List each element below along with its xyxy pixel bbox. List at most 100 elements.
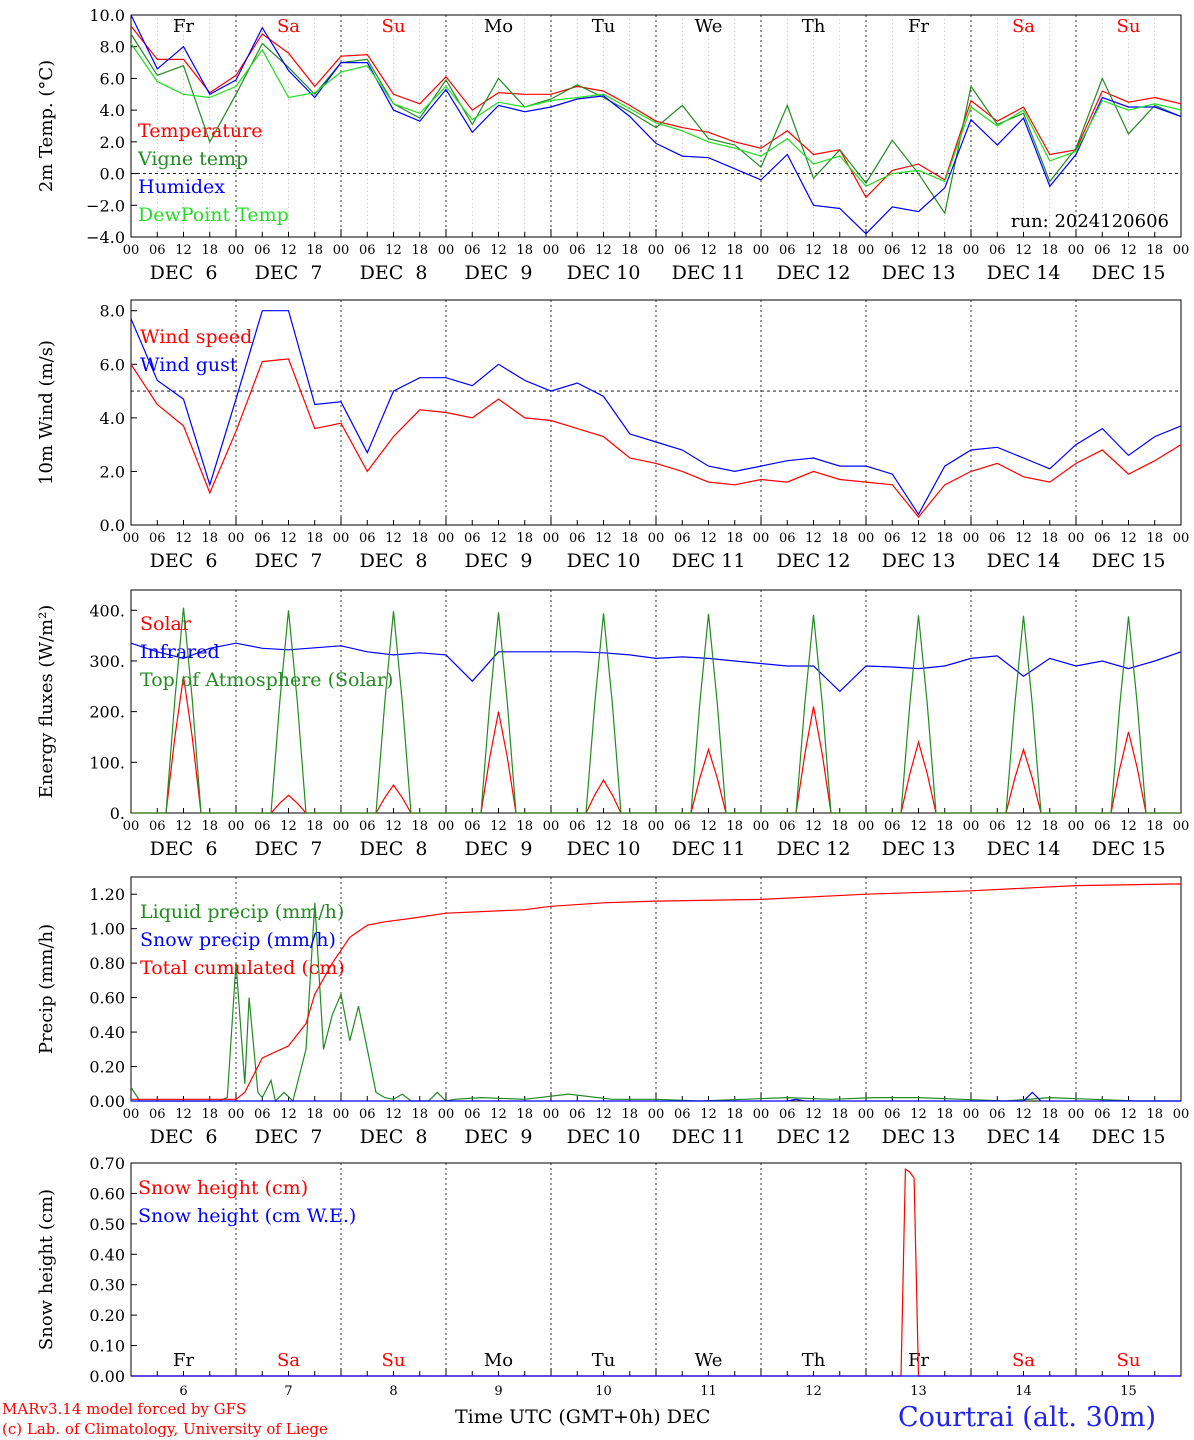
hour-tick-label: 12 — [805, 531, 822, 546]
y-axis-label: 2m Temp. (°C) — [36, 60, 57, 192]
hour-tick-label: 18 — [306, 243, 323, 258]
hour-tick-label: 06 — [674, 243, 691, 258]
hour-tick-label: 12 — [490, 243, 507, 258]
hour-tick-label: 12 — [805, 243, 822, 258]
hour-tick-label: 00 — [543, 1107, 560, 1122]
date-label: DEC 8 — [360, 838, 428, 860]
hour-tick-label: 18 — [831, 531, 848, 546]
hour-tick-label: 00 — [543, 531, 560, 546]
hour-tick-label: 06 — [884, 819, 901, 834]
hour-tick-label: 12 — [175, 243, 192, 258]
series-line-liquid-precip-mm-h- — [130, 902, 1181, 1103]
y-tick-label: 0.0 — [100, 516, 125, 535]
day-of-week-label: Su — [1117, 16, 1141, 37]
hour-tick-label: 12 — [490, 819, 507, 834]
hour-tick-label: 00 — [1068, 531, 1085, 546]
date-label: DEC 9 — [465, 838, 533, 860]
y-tick-label: 8.0 — [100, 302, 125, 321]
legend-entry: Humidex — [138, 176, 225, 198]
hour-tick-label: 06 — [674, 819, 691, 834]
hour-tick-label: 12 — [175, 1107, 192, 1122]
hour-tick-label: 00 — [1173, 243, 1190, 258]
date-label: DEC 11 — [672, 262, 746, 284]
date-label: DEC 6 — [150, 550, 218, 572]
hour-tick-label: 00 — [1173, 819, 1190, 834]
day-of-week-label: Mo — [484, 16, 513, 37]
hour-tick-label: 18 — [201, 1107, 218, 1122]
hour-tick-label: 06 — [149, 243, 166, 258]
date-label: DEC 9 — [465, 1126, 533, 1148]
date-label: DEC 7 — [255, 838, 323, 860]
date-label: DEC 8 — [360, 262, 428, 284]
date-label: DEC 14 — [987, 1126, 1061, 1148]
hour-tick-label: 12 — [1015, 243, 1032, 258]
hour-tick-label: 06 — [989, 819, 1006, 834]
day-of-week-label: Th — [802, 16, 826, 37]
y-tick-label: 0.20 — [89, 1058, 125, 1077]
hour-tick-label: 18 — [936, 819, 953, 834]
day-of-week-label: Su — [382, 16, 406, 37]
date-label: DEC 6 — [150, 1126, 218, 1148]
hour-tick-label: 00 — [438, 1107, 455, 1122]
hour-tick-label: 06 — [254, 243, 271, 258]
y-tick-label: 0. — [110, 804, 125, 823]
y-tick-label: 1.20 — [89, 885, 125, 904]
date-label: DEC 7 — [255, 1126, 323, 1148]
hour-tick-label: 00 — [543, 819, 560, 834]
hour-tick-label: 12 — [1015, 819, 1032, 834]
hour-tick-label: 00 — [123, 1107, 140, 1122]
legend-entry: Top of Atmosphere (Solar) — [140, 669, 393, 691]
hour-tick-label: 12 — [805, 819, 822, 834]
y-tick-label: −4.0 — [86, 228, 125, 247]
hour-tick-label: 00 — [543, 243, 560, 258]
hour-tick-label: 18 — [1146, 819, 1163, 834]
y-tick-label: 2.0 — [100, 133, 125, 152]
date-label: DEC 15 — [1092, 550, 1166, 572]
legend-entry: Liquid precip (mm/h) — [140, 901, 344, 923]
hour-tick-label: 06 — [254, 1107, 271, 1122]
hour-tick-label: 06 — [1094, 531, 1111, 546]
date-label: DEC 14 — [987, 838, 1061, 860]
date-label: DEC 10 — [567, 262, 641, 284]
date-label: DEC 13 — [882, 1126, 956, 1148]
day-of-week-label: Mo — [484, 1350, 513, 1371]
hour-tick-label: 00 — [858, 531, 875, 546]
hour-tick-label: 18 — [936, 1107, 953, 1122]
hour-tick-label: 12 — [280, 819, 297, 834]
hour-tick-label: 00 — [963, 531, 980, 546]
hour-tick-label: 06 — [884, 243, 901, 258]
date-label: DEC 13 — [882, 838, 956, 860]
hour-tick-label: 12 — [595, 1107, 612, 1122]
y-tick-label: 0.20 — [89, 1306, 125, 1325]
hour-tick-label: 00 — [333, 531, 350, 546]
legend-entry: Wind gust — [140, 354, 238, 376]
date-label: DEC 10 — [567, 838, 641, 860]
panel-5: 0.70 0.60 0.50 0.40 0.30 0.20 0.10 0.00 Snow hei… — [36, 1154, 1182, 1399]
day-number-label: 7 — [284, 1384, 292, 1399]
hour-tick-label: 00 — [648, 1107, 665, 1122]
hour-tick-label: 18 — [936, 531, 953, 546]
hour-tick-label: 06 — [989, 531, 1006, 546]
hour-tick-label: 00 — [438, 819, 455, 834]
date-label: DEC 10 — [567, 550, 641, 572]
date-label: DEC 9 — [465, 262, 533, 284]
hour-tick-label: 00 — [123, 531, 140, 546]
hour-tick-label: 18 — [726, 531, 743, 546]
hour-tick-label: 00 — [1068, 1107, 1085, 1122]
series-line-dewpoint-temp — [130, 43, 1182, 188]
date-label: DEC 8 — [360, 1126, 428, 1148]
date-label: DEC 13 — [882, 262, 956, 284]
series-line-total-cumulated-cm- — [131, 883, 1182, 1100]
hour-tick-label: 06 — [569, 531, 586, 546]
day-number-label: 14 — [1015, 1384, 1032, 1399]
day-number-label: 11 — [700, 1384, 717, 1399]
hour-tick-label: 18 — [1041, 243, 1058, 258]
hour-tick-label: 12 — [1120, 243, 1137, 258]
day-of-week-label: Su — [1117, 1350, 1141, 1371]
day-number-label: 8 — [389, 1384, 397, 1399]
legend-entry: Snow precip (mm/h) — [140, 929, 336, 951]
date-label: DEC 15 — [1092, 838, 1166, 860]
day-of-week-label: We — [695, 16, 723, 37]
y-axis-label: Energy fluxes (W/m²) — [36, 605, 57, 799]
